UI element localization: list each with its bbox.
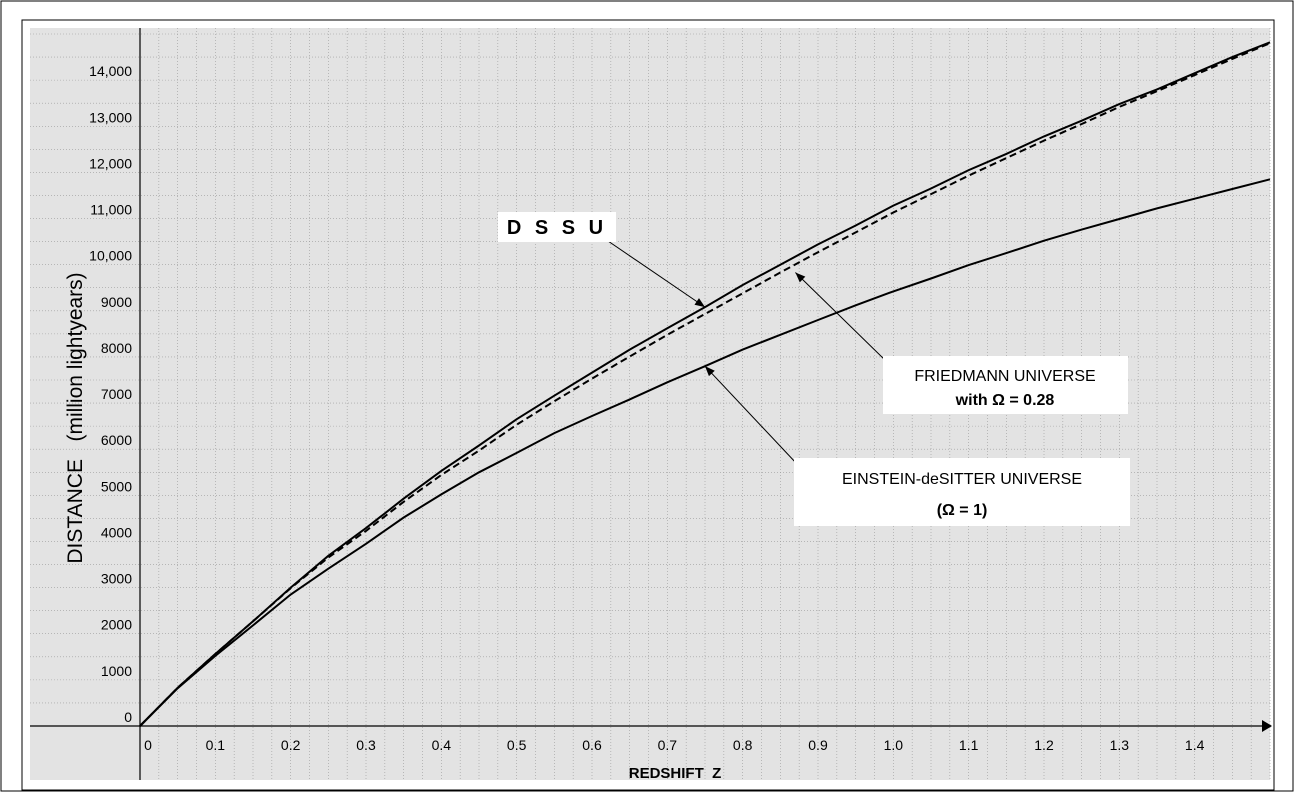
y-tick-label: 10,000: [89, 248, 132, 264]
x-tick-label: 1.2: [1034, 737, 1054, 753]
annotation-box-dssu: [498, 212, 616, 242]
y-tick-label: 11,000: [90, 202, 132, 218]
y-tick-label: 0: [124, 709, 132, 725]
y-tick-labels: 0 1000 2000 3000 4000 5000 6000 7000 8000 9000 10,…: [89, 63, 132, 725]
annotation-text-einstein: (Ω = 1): [937, 502, 988, 519]
x-tick-label: 1.0: [884, 737, 904, 753]
y-tick-label: 1000: [101, 663, 132, 679]
annotation-text-friedmann: FRIEDMANN UNIVERSE: [914, 368, 1095, 385]
x-tick-label: 0.4: [432, 737, 452, 753]
annotation-text-friedmann: with Ω = 0.28: [955, 392, 1055, 409]
axes: [30, 28, 1272, 780]
annotation-arrow-dssu: [607, 240, 706, 308]
x-tick-label: 0.2: [281, 737, 301, 753]
annotation-arrow-friedmann: [795, 272, 887, 362]
y-tick-label: 7000: [101, 386, 132, 402]
annotation-box-friedmann: [883, 356, 1128, 414]
x-axis-label: REDSHIFT Z: [629, 765, 722, 782]
annotations: D S S U FRIEDMANN UNIVERSE with Ω = 0.28 EI…: [498, 212, 1130, 526]
x-tick-label: 0.6: [582, 737, 602, 753]
x-tick-label: 0.1: [206, 737, 226, 753]
y-tick-label: 14,000: [89, 63, 132, 79]
y-tick-label: 4000: [101, 524, 132, 540]
x-tick-label: 0.3: [356, 737, 376, 753]
annotation-text-einstein: EINSTEIN-deSITTER UNIVERSE: [842, 471, 1082, 488]
y-tick-label: 5000: [101, 478, 132, 494]
annotation-box-einstein: [794, 458, 1130, 526]
annotation-arrow-einstein: [704, 365, 798, 465]
y-tick-label: 12,000: [89, 155, 132, 171]
x-tick-labels: 0 0.1 0.2 0.3 0.4 0.5 0.6 0.7 0.8 0.9 1.0 1.1 1.2 1.3…: [144, 737, 1205, 753]
x-tick-label: 0.5: [507, 737, 527, 753]
annotation-text-dssu: D S S U: [507, 217, 607, 239]
annotation-arrowhead-einstein: [705, 366, 715, 377]
x-tick-label: 1.1: [959, 737, 979, 753]
annotation-arrowhead-friedmann: [795, 272, 806, 283]
x-tick-label: 0.8: [733, 737, 753, 753]
y-axis-label: DISTANCE (million lightyears): [64, 272, 87, 563]
x-tick-label: 1.3: [1110, 737, 1130, 753]
x-tick-label: 0.9: [808, 737, 828, 753]
series-line-friedmann: [139, 42, 1271, 727]
y-tick-label: 9000: [101, 294, 132, 310]
x-tick-label: 1.4: [1185, 737, 1205, 753]
y-tick-label: 3000: [101, 571, 132, 587]
y-tick-label: 8000: [101, 340, 132, 356]
y-tick-label: 2000: [101, 617, 132, 633]
y-tick-label: 6000: [101, 432, 132, 448]
x-axis-arrowhead: [1262, 720, 1272, 732]
x-tick-label: 0: [144, 737, 152, 753]
y-tick-label: 13,000: [89, 109, 132, 125]
annotation-arrowhead-dssu: [694, 298, 705, 308]
x-tick-label: 0.7: [658, 737, 678, 753]
